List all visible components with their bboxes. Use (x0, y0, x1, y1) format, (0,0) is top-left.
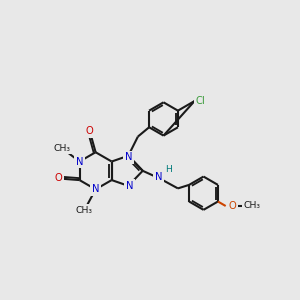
Text: CH₃: CH₃ (53, 144, 70, 153)
Text: N: N (155, 172, 163, 182)
Text: N: N (126, 181, 134, 191)
Text: N: N (76, 157, 83, 166)
Text: CH₃: CH₃ (244, 202, 261, 211)
Text: N: N (92, 184, 99, 194)
Text: N: N (124, 152, 132, 162)
Text: O: O (229, 201, 237, 211)
Text: Cl: Cl (195, 96, 205, 106)
Text: H: H (165, 165, 172, 174)
Text: CH₃: CH₃ (76, 206, 93, 215)
Text: O: O (86, 126, 94, 136)
Text: O: O (55, 173, 63, 184)
